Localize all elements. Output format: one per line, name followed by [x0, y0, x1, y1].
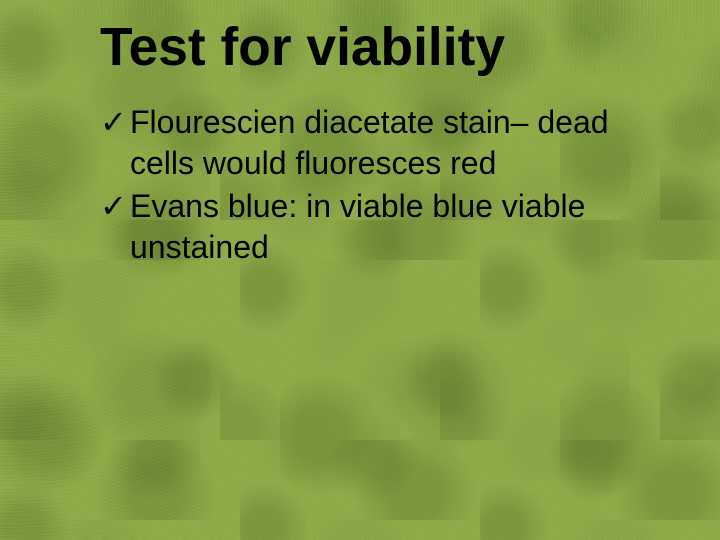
bullet-list: Flourescien diacetate stain– dead cells … [100, 102, 660, 268]
slide-content: Test for viability Flourescien diacetate… [0, 0, 720, 268]
slide-title: Test for viability [100, 20, 660, 76]
list-item: Evans blue: in viable blue viable unstai… [100, 186, 660, 268]
list-item: Flourescien diacetate stain– dead cells … [100, 102, 660, 184]
